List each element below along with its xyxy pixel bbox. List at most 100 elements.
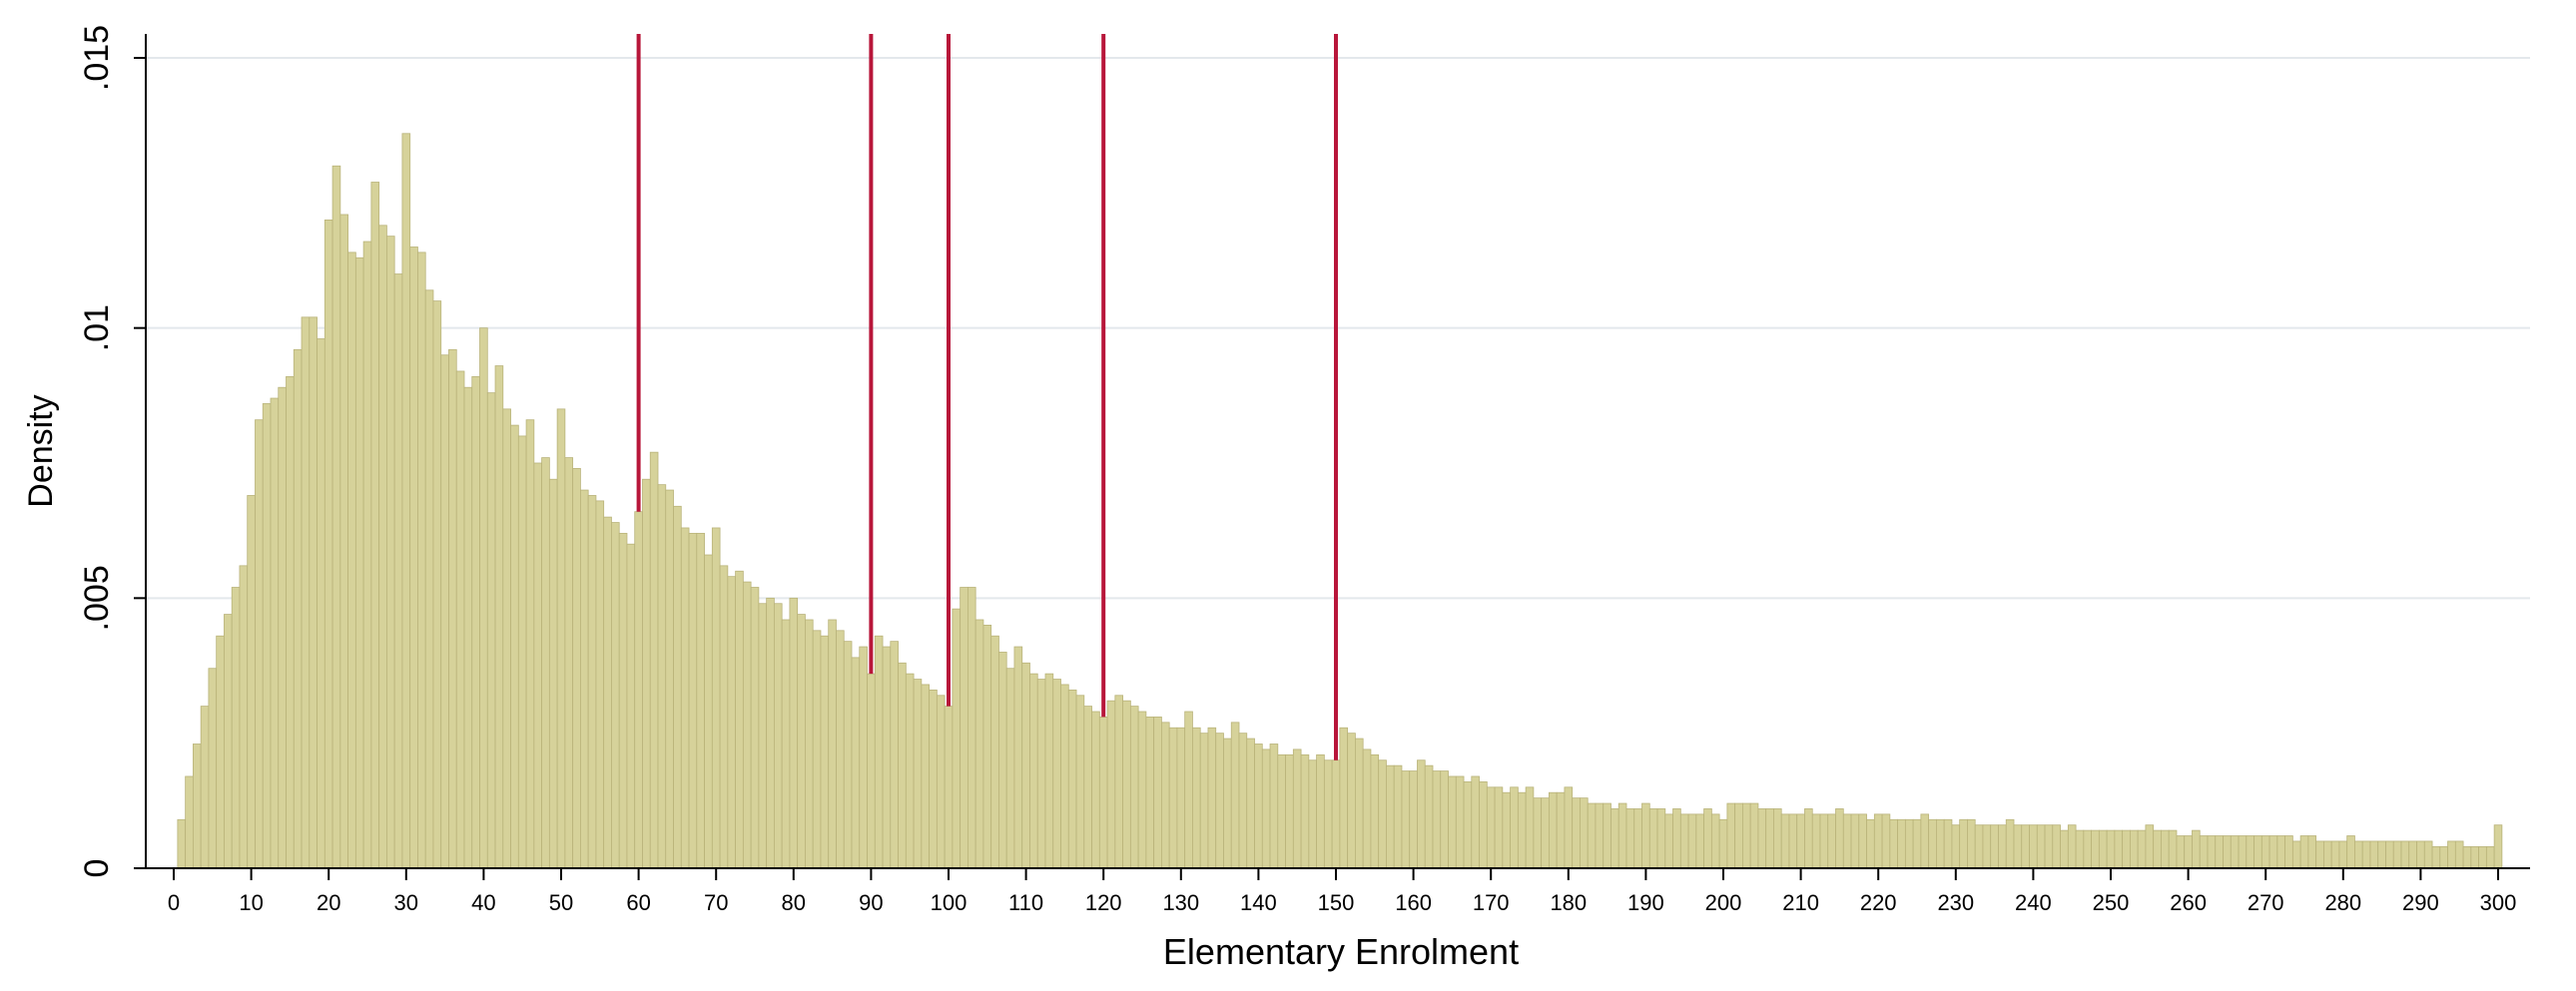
y-axis-ticks: 0 .005 .01 .015 [78, 25, 146, 877]
bar [836, 630, 845, 869]
bar [556, 408, 566, 869]
x-tick-label: 70 [704, 890, 728, 915]
bar [711, 527, 721, 869]
bar [781, 619, 791, 869]
bar [1718, 818, 1728, 869]
bar [1269, 743, 1279, 869]
bar [820, 635, 830, 869]
bar [1254, 743, 1263, 869]
x-tick-label: 180 [1550, 890, 1587, 915]
bar [1393, 764, 1403, 869]
x-axis-title: Elementary Enrolment [1163, 931, 1519, 972]
x-tick-label: 270 [2248, 890, 2284, 915]
bar [1734, 802, 1743, 869]
bar [1161, 722, 1170, 869]
bar [309, 316, 318, 869]
bar [1912, 818, 1922, 869]
bar [2238, 835, 2248, 869]
bar [247, 495, 256, 869]
bar [1199, 733, 1209, 869]
bar [1974, 824, 1984, 869]
bar [1525, 786, 1535, 869]
bar [440, 354, 449, 869]
bar [1580, 797, 1589, 869]
x-tick-label: 120 [1085, 890, 1122, 915]
bar [735, 570, 744, 869]
x-tick-label: 140 [1240, 890, 1277, 915]
bar [409, 247, 418, 869]
bar [1641, 802, 1650, 869]
bar [1479, 780, 1488, 869]
bar [1742, 802, 1751, 869]
bar [1091, 711, 1100, 869]
bar [1129, 706, 1139, 869]
bar [1409, 770, 1418, 869]
bar [2315, 840, 2324, 869]
bar [1238, 733, 1248, 869]
bar [649, 451, 659, 869]
bar [1835, 808, 1844, 869]
bar [1811, 813, 1821, 869]
bar [1184, 711, 1193, 869]
bar [224, 614, 233, 869]
bar [851, 657, 861, 869]
x-tick-label: 20 [317, 890, 340, 915]
bar [634, 511, 643, 869]
bar [432, 300, 442, 869]
bar [2005, 818, 2015, 869]
bar [2493, 824, 2503, 869]
bar [1486, 786, 1496, 869]
y-tick-label: .015 [78, 25, 116, 91]
bar [1749, 802, 1759, 869]
bar [1176, 727, 1186, 869]
bar [270, 397, 280, 869]
bar [2478, 845, 2487, 869]
bar [2291, 840, 2301, 869]
bar [990, 635, 999, 869]
bar [2268, 835, 2278, 869]
bar [1440, 770, 1449, 869]
bar [517, 435, 527, 869]
bar [2153, 829, 2162, 869]
bar [2215, 835, 2224, 869]
bar [331, 165, 341, 869]
bar [1998, 824, 2007, 869]
bar [882, 646, 892, 869]
bar [2260, 835, 2270, 869]
bar [828, 619, 837, 869]
bar [2246, 835, 2254, 869]
bar [1549, 791, 1558, 869]
bar [2254, 835, 2262, 869]
bar [1471, 775, 1480, 869]
bar [1331, 759, 1341, 869]
y-tick-label: .005 [78, 565, 116, 631]
bar [255, 419, 264, 869]
bar [1672, 808, 1681, 869]
bar [347, 251, 356, 869]
bar [1842, 813, 1852, 869]
x-tick-label: 80 [782, 890, 806, 915]
bar [533, 462, 543, 869]
bar [2067, 824, 2077, 869]
bar [2129, 829, 2139, 869]
bar [1362, 748, 1372, 869]
x-tick-label: 150 [1318, 890, 1355, 915]
bar [1207, 727, 1217, 869]
bar [1292, 748, 1302, 869]
x-tick-label: 40 [471, 890, 495, 915]
bar [401, 133, 411, 869]
bar [1300, 753, 1310, 869]
bar [2083, 829, 2093, 869]
bar [960, 587, 968, 869]
bar [2091, 829, 2100, 869]
x-tick-label: 260 [2170, 890, 2207, 915]
bar [1648, 808, 1658, 869]
bar [1773, 808, 1782, 869]
bar [766, 597, 775, 869]
bar [1386, 764, 1395, 869]
bar [1625, 808, 1635, 869]
x-tick-label: 220 [1860, 890, 1897, 915]
bar [1370, 753, 1380, 869]
bar [1556, 791, 1566, 869]
